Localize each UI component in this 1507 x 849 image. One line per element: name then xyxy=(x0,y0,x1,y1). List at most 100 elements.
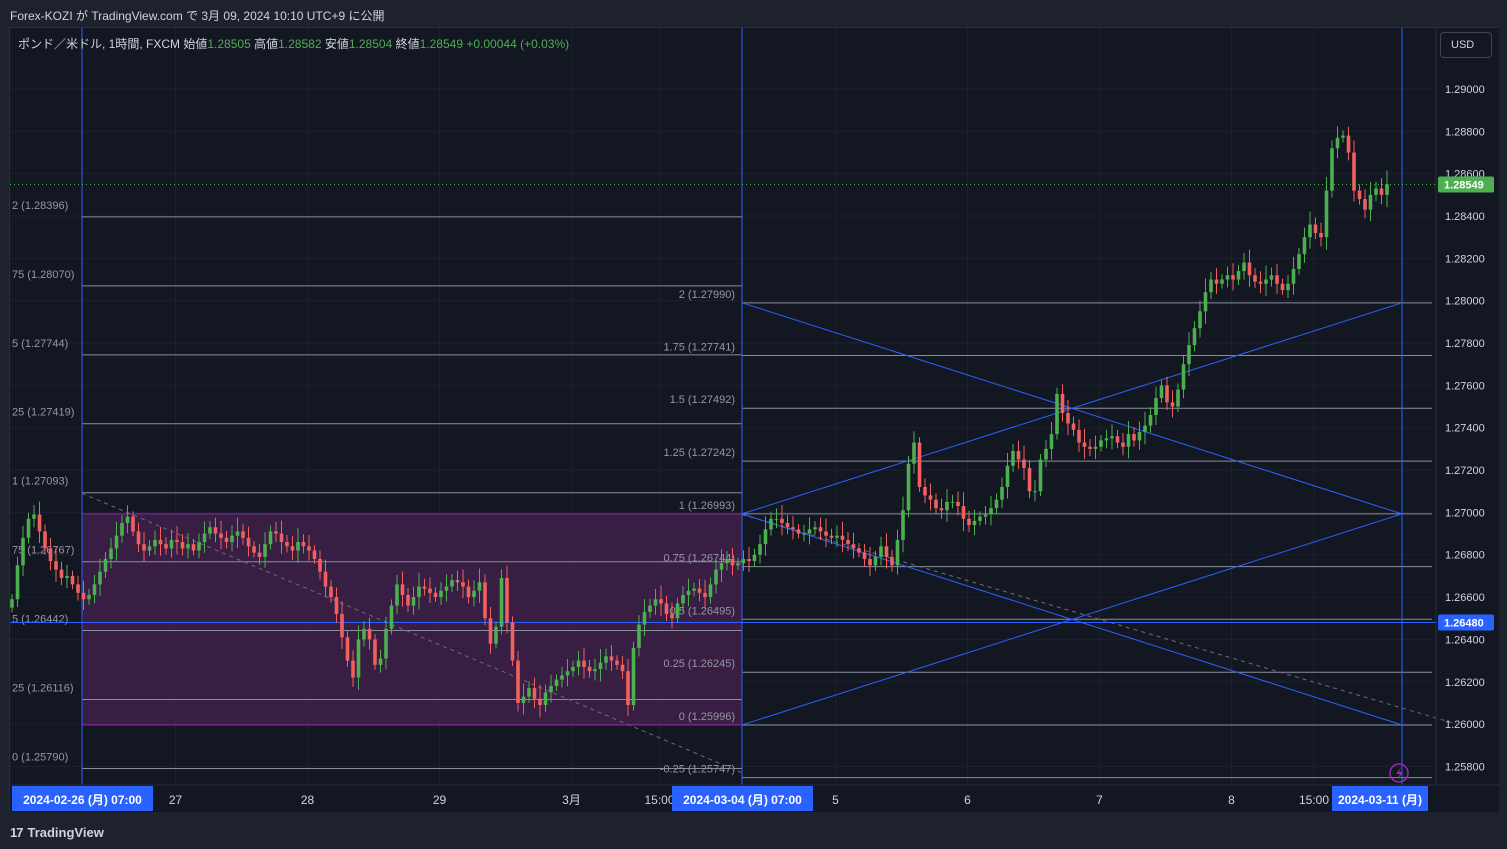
candle-up xyxy=(576,651,581,676)
fib-right-level-label: 0.5 (1.26495) xyxy=(670,605,735,617)
candle-down xyxy=(175,526,179,555)
candle-body xyxy=(1335,137,1340,149)
candle-body xyxy=(708,584,713,598)
candle-down xyxy=(1027,460,1032,499)
legend-low-value: 1.28504 xyxy=(348,37,393,51)
candle-up xyxy=(692,582,696,597)
candle-body xyxy=(1099,440,1103,447)
candle-body xyxy=(1346,135,1351,153)
candle-down xyxy=(609,645,614,671)
candle-body xyxy=(158,539,163,545)
candle-up xyxy=(208,521,212,540)
price-tick-label: 1.27800 xyxy=(1445,338,1485,350)
price-tick-label: 1.26800 xyxy=(1445,550,1485,562)
candle-down xyxy=(664,595,669,622)
candle-body xyxy=(1082,442,1087,447)
candle-up xyxy=(92,574,97,604)
candle-up xyxy=(499,569,504,635)
candle-body xyxy=(598,662,603,670)
candle-body xyxy=(356,639,361,678)
candle-body xyxy=(312,550,317,559)
candle-body xyxy=(675,603,680,619)
candle-body xyxy=(164,544,168,549)
candle-up xyxy=(1203,278,1208,324)
candle-up xyxy=(230,525,234,552)
candle-down xyxy=(142,532,146,562)
candle-body xyxy=(736,563,740,566)
candle-body xyxy=(21,537,25,566)
candle-down xyxy=(1121,433,1125,456)
candle-up xyxy=(543,684,548,713)
candle-up xyxy=(719,549,724,582)
candle-down xyxy=(824,518,828,548)
candle-body xyxy=(1264,279,1268,284)
time-axis-highlight-label: 2024-03-04 (月) 07:00 xyxy=(683,793,802,807)
candle-body xyxy=(994,499,999,509)
candle-up xyxy=(681,586,685,612)
currency-button[interactable]: USD xyxy=(1440,32,1492,58)
legend-close-label: 終値 xyxy=(395,37,420,51)
candle-up xyxy=(835,525,839,548)
candle-up xyxy=(549,674,553,703)
candle-body xyxy=(1016,451,1021,460)
candle-down xyxy=(373,634,377,670)
candle-up xyxy=(1099,435,1103,452)
candle-up xyxy=(1297,247,1301,275)
candle-body xyxy=(10,599,14,608)
candle-body xyxy=(1187,345,1191,365)
candle-down xyxy=(862,543,867,567)
fib-left-level-label: 2 (1.28396) xyxy=(12,200,68,212)
candle-body xyxy=(1181,364,1186,390)
candle-up xyxy=(103,551,108,578)
candle-body xyxy=(560,675,564,680)
candle-down xyxy=(191,538,196,556)
candle-up xyxy=(912,431,916,474)
legend-symbol[interactable]: ポンド／米ドル, 1時間, FXCM xyxy=(18,37,181,51)
candle-up xyxy=(1187,332,1191,376)
candle-body xyxy=(180,542,185,549)
candle-body xyxy=(1027,467,1032,492)
candle-body xyxy=(862,552,867,559)
candle-body xyxy=(895,539,900,566)
candle-down xyxy=(516,651,520,712)
candle-up xyxy=(1137,421,1142,450)
candle-up xyxy=(263,532,267,568)
candle-body xyxy=(1253,275,1257,282)
candle-down xyxy=(81,580,86,611)
candle-up xyxy=(1291,256,1296,295)
candle-up xyxy=(472,580,476,607)
legend-close-value: 1.28549 xyxy=(419,37,464,51)
candle-up xyxy=(98,558,102,597)
price-tick-label: 1.26600 xyxy=(1445,592,1485,604)
candle-up xyxy=(439,582,443,605)
time-tick-label: 8 xyxy=(1228,793,1235,807)
candle-body xyxy=(230,535,234,543)
candle-body xyxy=(923,486,927,496)
candle-up xyxy=(444,574,449,602)
candle-down xyxy=(785,515,790,535)
candle-body xyxy=(725,558,729,564)
candle-body xyxy=(818,527,823,532)
candle-body xyxy=(1330,148,1334,191)
candle-down xyxy=(939,498,944,519)
candle-body xyxy=(1363,199,1367,210)
candle-down xyxy=(37,501,42,544)
time-tick-label: 15:00 xyxy=(644,793,674,807)
candle-up xyxy=(1044,440,1048,468)
candle-down xyxy=(967,510,971,533)
candle-up xyxy=(120,515,124,543)
candle-down xyxy=(780,504,784,536)
candle-body xyxy=(1071,423,1076,430)
price-tick-label: 1.28400 xyxy=(1445,211,1485,223)
fib-left-level-label: 5 (1.26442) xyxy=(12,614,68,626)
fib-left-level-label: 75 (1.26767) xyxy=(12,545,74,557)
candle-up xyxy=(1225,266,1230,288)
tradingview-logo[interactable]: 17 TradingView xyxy=(10,825,104,840)
time-axis-highlight-label: 2024-02-26 (月) 07:00 xyxy=(23,793,142,807)
price-tick-label: 1.28000 xyxy=(1445,296,1485,308)
candle-body xyxy=(208,527,212,534)
fib-left-level-label: 0 (1.25790) xyxy=(12,752,68,764)
candle-down xyxy=(1165,376,1169,411)
candle-down xyxy=(923,478,927,504)
